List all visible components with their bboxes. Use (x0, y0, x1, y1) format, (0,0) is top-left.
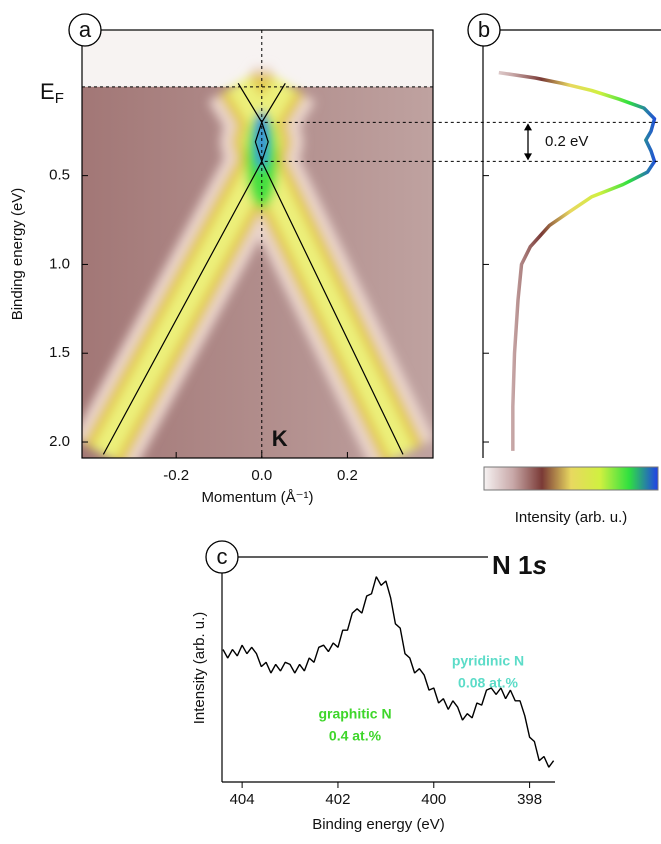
x-tick-label: 0.0 (251, 467, 272, 484)
x-tick-label: 404 (230, 791, 255, 808)
k-label: K (272, 426, 288, 451)
y-tick-label: 2.0 (49, 433, 70, 450)
plot-frame (81, 29, 434, 459)
gap-label: 0.2 eV (545, 133, 588, 150)
panel-circle (68, 13, 102, 47)
band-fit-line (254, 82, 404, 455)
y-axis-label: Intensity (arb. u.) (191, 612, 208, 725)
annotation: 0.4 at.% (329, 728, 382, 744)
y-tick-label: 0.5 (49, 167, 70, 184)
y-tick-label: 1.0 (49, 255, 70, 272)
y-tick-label: 1.5 (49, 344, 70, 361)
intensity-profile (498, 70, 657, 451)
heatmap (82, 30, 433, 458)
x-tick-label: 0.2 (337, 467, 358, 484)
band-fit-line (102, 82, 269, 455)
fermi-label-sub: F (55, 90, 64, 107)
x-tick-label: 400 (421, 791, 446, 808)
x-tick-label: 398 (517, 791, 542, 808)
colorbar (483, 466, 659, 491)
x-axis-label: Binding energy (eV) (312, 816, 445, 833)
panel-letter: b (478, 17, 490, 42)
x-tick-label: 402 (325, 791, 350, 808)
fermi-label-main: E (40, 79, 55, 104)
chart-title-main: N 1 (492, 550, 532, 580)
annotation: pyridinic N (452, 653, 524, 669)
panel-circle (205, 540, 239, 574)
x-axis-label: Momentum (Å⁻¹) (201, 489, 313, 506)
fermi-label: EF (40, 79, 64, 107)
panel-letter: c (217, 544, 228, 569)
y-axis-label: Binding energy (eV) (9, 188, 26, 321)
annotation: graphitic N (318, 706, 391, 722)
colorbar-label: Intensity (arb. u.) (515, 509, 628, 526)
annotation: 0.08 at.% (458, 675, 518, 691)
panel-circle (467, 13, 501, 47)
chart-title: N 1s (492, 550, 547, 580)
spectrum-line (222, 576, 555, 768)
chart-title-italic: s (532, 550, 546, 580)
panel-letter: a (79, 17, 92, 42)
x-tick-label: -0.2 (163, 467, 189, 484)
